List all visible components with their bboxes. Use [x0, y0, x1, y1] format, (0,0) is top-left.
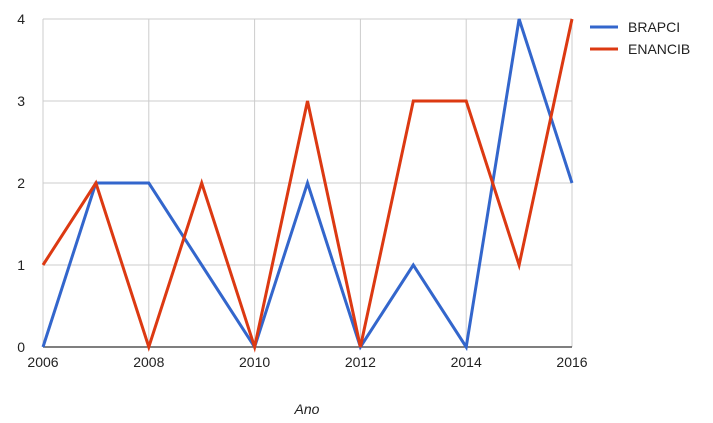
- x-tick-labels: 2006 2008 2010 2012 2014 2016: [27, 354, 587, 370]
- y-tick-label: 1: [17, 257, 25, 273]
- x-tick-label: 2014: [451, 354, 482, 370]
- y-tick-label: 3: [17, 93, 25, 109]
- x-tick-label: 2012: [345, 354, 376, 370]
- x-tick-label: 2006: [27, 354, 58, 370]
- series-lines: [41, 18, 574, 353]
- y-tick-label: 4: [17, 11, 25, 27]
- y-tick-label: 0: [17, 339, 25, 355]
- x-tick-label: 2010: [239, 354, 270, 370]
- series-line-brapci: [41, 18, 574, 352]
- legend: BRAPCI ENANCIB: [590, 19, 690, 57]
- y-tick-label: 2: [17, 175, 25, 191]
- x-tick-label: 2016: [556, 354, 587, 370]
- legend-label: ENANCIB: [628, 41, 690, 57]
- x-axis-title: Ano: [294, 401, 320, 417]
- legend-label: BRAPCI: [628, 19, 680, 35]
- y-tick-labels: 0 1 2 3 4: [17, 11, 25, 355]
- x-tick-label: 2008: [133, 354, 164, 370]
- series-line-enancib: [41, 18, 574, 353]
